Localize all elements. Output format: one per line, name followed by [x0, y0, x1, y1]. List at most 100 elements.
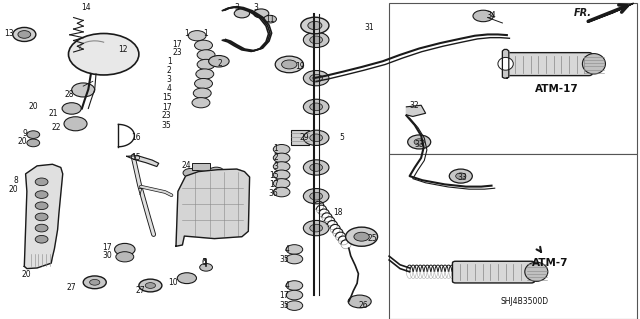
Ellipse shape	[346, 227, 378, 246]
Text: 23: 23	[172, 48, 182, 57]
Text: 6: 6	[202, 258, 207, 267]
Text: 23: 23	[162, 111, 172, 120]
Polygon shape	[24, 164, 63, 269]
Ellipse shape	[116, 252, 134, 262]
Text: 17: 17	[102, 243, 112, 252]
Ellipse shape	[582, 54, 605, 74]
Text: 15: 15	[269, 171, 278, 180]
Ellipse shape	[27, 131, 40, 138]
Text: 17: 17	[162, 103, 172, 112]
Ellipse shape	[310, 36, 323, 44]
Polygon shape	[176, 169, 250, 246]
Ellipse shape	[354, 232, 369, 241]
Ellipse shape	[275, 56, 303, 73]
Ellipse shape	[273, 162, 290, 171]
Ellipse shape	[414, 139, 424, 145]
Text: 25: 25	[368, 234, 378, 243]
Ellipse shape	[310, 164, 323, 171]
Ellipse shape	[310, 192, 323, 200]
Ellipse shape	[192, 98, 210, 108]
Text: 20: 20	[21, 271, 31, 279]
Ellipse shape	[193, 88, 211, 98]
FancyBboxPatch shape	[506, 53, 592, 76]
Ellipse shape	[301, 17, 329, 34]
Ellipse shape	[273, 170, 290, 180]
Ellipse shape	[35, 213, 48, 221]
Text: 1: 1	[274, 144, 278, 153]
Text: 24: 24	[181, 161, 191, 170]
Ellipse shape	[183, 168, 198, 177]
Text: 15: 15	[162, 93, 172, 102]
Ellipse shape	[13, 27, 36, 41]
Ellipse shape	[234, 9, 250, 18]
Ellipse shape	[195, 40, 212, 50]
Ellipse shape	[188, 31, 206, 41]
Text: 33: 33	[415, 140, 424, 149]
Ellipse shape	[303, 70, 329, 86]
Ellipse shape	[273, 145, 290, 154]
Text: 19: 19	[296, 63, 305, 71]
Ellipse shape	[18, 31, 31, 38]
Ellipse shape	[253, 9, 269, 18]
Ellipse shape	[35, 202, 48, 210]
FancyBboxPatch shape	[452, 261, 534, 283]
Text: ATM-17: ATM-17	[535, 84, 579, 94]
Text: 1: 1	[167, 57, 172, 66]
Ellipse shape	[498, 57, 513, 70]
Ellipse shape	[303, 189, 329, 204]
Text: 29: 29	[300, 133, 309, 142]
Text: 28: 28	[64, 90, 74, 99]
Text: 33: 33	[458, 173, 467, 182]
Ellipse shape	[196, 69, 214, 79]
Text: 35: 35	[280, 301, 289, 310]
Text: 1: 1	[185, 29, 189, 38]
Ellipse shape	[209, 167, 224, 176]
Text: 34: 34	[486, 11, 496, 20]
Ellipse shape	[286, 254, 303, 264]
Bar	[291, 130, 309, 145]
Text: 16: 16	[131, 133, 141, 142]
Ellipse shape	[68, 33, 139, 75]
Text: ATM-7: ATM-7	[532, 258, 569, 268]
Ellipse shape	[286, 290, 303, 300]
Ellipse shape	[177, 273, 196, 284]
Text: 2: 2	[274, 153, 278, 162]
Text: SHJ4B3500D: SHJ4B3500D	[500, 297, 549, 306]
Text: 17: 17	[280, 291, 289, 300]
Ellipse shape	[303, 32, 329, 48]
Text: 4: 4	[166, 84, 172, 93]
Text: 22: 22	[51, 123, 61, 132]
Ellipse shape	[228, 169, 243, 178]
Text: 20: 20	[29, 102, 38, 111]
Ellipse shape	[273, 179, 290, 188]
Text: 26: 26	[358, 301, 368, 310]
Ellipse shape	[303, 130, 329, 145]
Ellipse shape	[197, 59, 215, 70]
Ellipse shape	[286, 301, 303, 310]
Ellipse shape	[310, 74, 323, 82]
Text: 27: 27	[136, 286, 146, 295]
Text: 3: 3	[166, 75, 172, 84]
Text: 4: 4	[284, 245, 289, 254]
Ellipse shape	[456, 173, 466, 179]
Text: 3: 3	[273, 162, 278, 171]
Ellipse shape	[35, 235, 48, 243]
Text: 3: 3	[253, 4, 259, 12]
Text: 4: 4	[284, 281, 289, 290]
Ellipse shape	[195, 78, 212, 89]
Ellipse shape	[83, 276, 106, 289]
Ellipse shape	[64, 117, 87, 131]
Text: 9: 9	[22, 130, 27, 138]
Polygon shape	[588, 3, 634, 22]
Text: 17: 17	[269, 180, 278, 189]
Text: 7: 7	[138, 189, 143, 197]
Ellipse shape	[90, 279, 100, 285]
Ellipse shape	[286, 281, 303, 290]
Ellipse shape	[273, 187, 290, 197]
Ellipse shape	[27, 139, 40, 147]
Text: 5: 5	[339, 133, 344, 142]
Ellipse shape	[473, 10, 493, 22]
Ellipse shape	[310, 224, 323, 232]
Text: 36: 36	[269, 189, 278, 198]
Ellipse shape	[308, 21, 322, 30]
